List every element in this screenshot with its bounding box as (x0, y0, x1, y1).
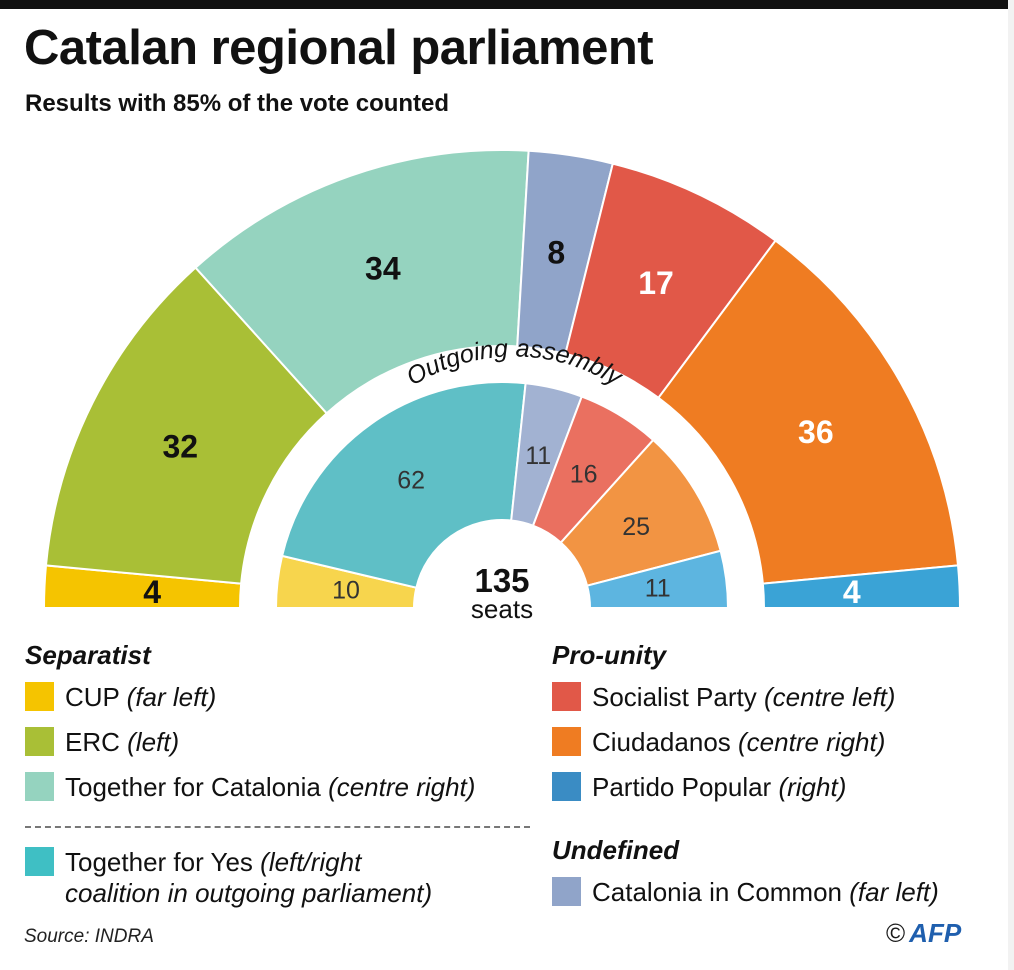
outer-seat-label-ciudadanos: 36 (798, 414, 834, 450)
outer-seat-label-partido-popular: 4 (843, 574, 861, 610)
outer-seat-label-catalonia-in-common: 8 (547, 234, 565, 270)
legend-heading-undefined: Undefined (552, 835, 680, 865)
legend-divider (25, 826, 530, 828)
legend-label: Together for Yes (65, 847, 253, 877)
top-bar (0, 0, 1008, 9)
outer-segment-partido-popular (761, 564, 962, 609)
legend-swatch (25, 682, 54, 711)
chart-title: Catalan regional parliament (24, 21, 654, 75)
legend-desc: (left/right (260, 847, 362, 877)
legend-desc: (far left) (126, 682, 217, 712)
inner-seat-label-partido-popular: 11 (645, 575, 671, 603)
inner-segment-partido-popular (585, 549, 730, 609)
outer-seat-label-socialist-party: 17 (638, 265, 674, 301)
source-note: Source: INDRA (24, 926, 154, 947)
legend-swatch (552, 877, 581, 906)
outer-segment-ciudadanos (657, 239, 960, 585)
total-seats-number: 135 (474, 562, 529, 599)
inner-ring: 10 62 11 16 25 11 (274, 381, 730, 609)
legend-desc-line2: coalition in outgoing parliament) (65, 878, 433, 908)
legend-desc: (left) (127, 727, 180, 757)
legend-desc: (centre right) (328, 772, 476, 802)
legend-label: Socialist Party (592, 682, 757, 712)
legend-swatch (25, 772, 54, 801)
legend-heading-pro-unity: Pro-unity (552, 640, 667, 670)
agency-logo: AFP (909, 918, 962, 948)
agency-credit: © AFP (886, 918, 961, 949)
legend-desc: (centre left) (763, 682, 896, 712)
outer-segment-together-for-catalonia (194, 149, 530, 415)
legend-swatch (552, 682, 581, 711)
chart-subtitle: Results with 85% of the vote counted (25, 90, 450, 117)
inner-seat-label-socialist-party: 16 (570, 461, 598, 489)
outer-seat-label-together-for-catalonia: 34 (365, 251, 401, 287)
outer-seat-label-cup: 4 (143, 574, 161, 610)
legend-swatch (552, 772, 581, 801)
copyright-symbol: © (886, 918, 906, 948)
legend-swatch (25, 727, 54, 756)
inner-seat-label-ciudadanos: 25 (622, 513, 650, 541)
outer-ring: 4 32 34 8 17 36 4 (42, 149, 962, 610)
legend-label: Together for Catalonia (65, 772, 321, 802)
legend-label: Partido Popular (592, 772, 772, 802)
inner-seat-label-catalonia-in-common: 11 (525, 442, 551, 470)
legend-label: Ciudadanos (592, 727, 731, 757)
legend-swatch (25, 847, 54, 876)
legend-desc: (far left) (849, 877, 939, 907)
legend-swatch (552, 727, 581, 756)
inner-segment-together-for-yes (280, 381, 527, 589)
outer-seat-label-erc: 32 (162, 429, 198, 465)
inner-seat-label-together-for-yes: 62 (397, 467, 425, 495)
inner-seat-label-cup: 10 (332, 577, 360, 605)
outer-segment-erc (44, 266, 329, 585)
legend-label: ERC (65, 727, 120, 757)
legend-label: CUP (65, 682, 120, 712)
legend-desc: (right) (778, 772, 847, 802)
legend-desc: (centre right) (738, 727, 886, 757)
total-seats-unit: seats (471, 594, 533, 624)
legend-heading-separatist: Separatist (25, 640, 151, 670)
legend-label: Catalonia in Common (592, 877, 843, 907)
right-edge-strip (1008, 0, 1014, 970)
